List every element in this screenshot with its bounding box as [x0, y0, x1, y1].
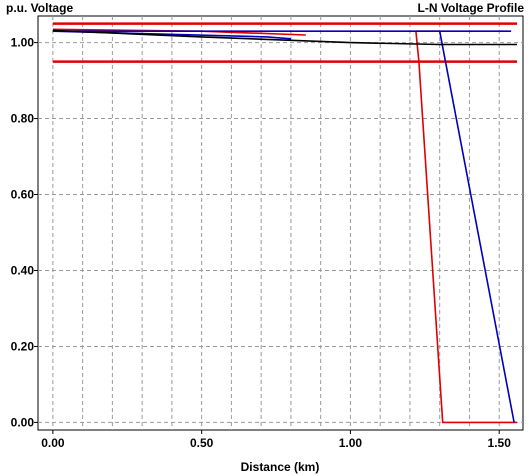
- x-axis-label: Distance (km): [241, 460, 320, 474]
- plot-frame: [37, 15, 524, 431]
- x-tick-label: 1.00: [339, 436, 363, 450]
- axis-ticks: 0.00 0.20 0.40 0.60 0.80 1.00 0.00 0.50 1.00 1.50: [11, 36, 512, 450]
- y-tick-label: 0.60: [11, 188, 35, 202]
- y-tick-label: 0.80: [11, 112, 35, 126]
- series-line: [438, 31, 515, 423]
- y-axis-label: p.u. Voltage: [6, 1, 73, 15]
- grid: [38, 16, 523, 430]
- y-tick-label: 0.20: [11, 339, 35, 353]
- series-line: [415, 31, 517, 424]
- chart-title: L-N Voltage Profile: [418, 1, 525, 15]
- y-tick-label: 1.00: [11, 36, 35, 50]
- x-tick-label: 0.00: [41, 436, 65, 450]
- series-layer: [52, 22, 518, 424]
- x-tick-label: 0.50: [190, 436, 214, 450]
- series-line: [52, 29, 517, 46]
- y-tick-label: 0.40: [11, 263, 35, 277]
- y-tick-label: 0.00: [11, 415, 35, 429]
- x-tick-label: 1.50: [488, 436, 512, 450]
